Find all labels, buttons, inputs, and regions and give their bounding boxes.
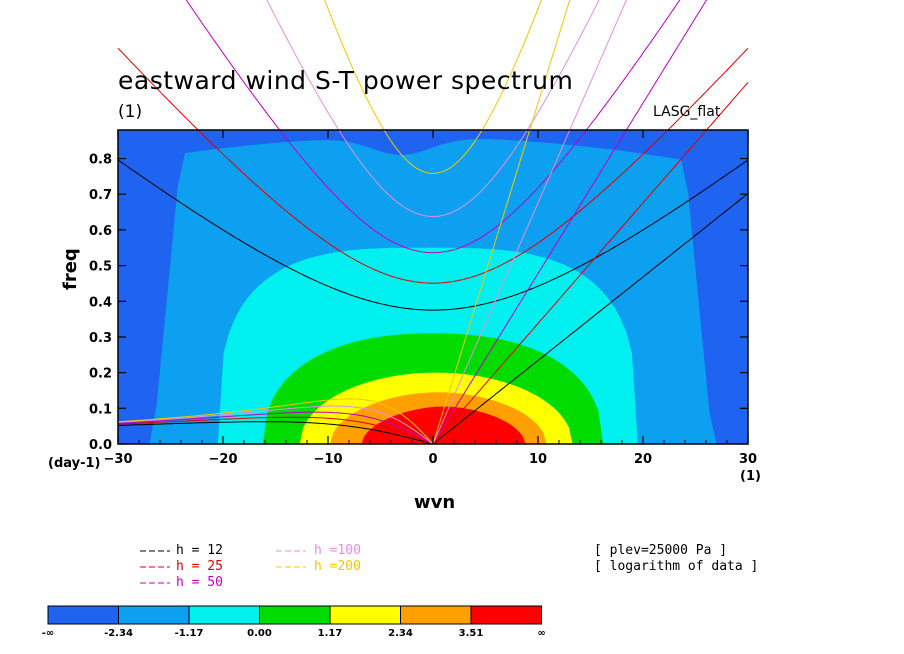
curve-rossby-h100 <box>117 405 434 444</box>
curve-rossby-h12 <box>118 421 434 444</box>
x-tick-label: 30 <box>739 452 757 467</box>
x-tick-label: −20 <box>209 452 238 467</box>
chart-subtitle: (1) <box>118 102 143 122</box>
colorbar-cell <box>329 605 401 625</box>
y-tick-label: 0.2 <box>89 367 112 382</box>
axis-ticks: −30 −20 −10 0 10 20 30 0.0 0.1 0.2 0.3 0.4 0.5 0.6 0.7… <box>89 130 757 467</box>
curve-ig-h200 <box>324 0 542 175</box>
x-tick-label: 10 <box>529 452 547 467</box>
y-tick-label: 0.5 <box>89 260 112 275</box>
power-field <box>118 130 748 444</box>
curve-kelvin-h100 <box>432 0 627 444</box>
x-tick-label: 20 <box>634 452 652 467</box>
curve-kelvin-h12 <box>432 193 749 444</box>
legend-h200: h =200 <box>314 559 361 574</box>
legend-lines <box>140 550 306 584</box>
dispersion-curves <box>117 0 749 444</box>
colorbar: -∞ -2.34 -1.17 0.00 1.17 2.34 3.51 ∞ <box>42 605 546 639</box>
colorbar-cell <box>259 605 331 625</box>
colorbar-label: 2.34 <box>388 628 413 639</box>
dataset-label: LASG_flat <box>653 104 721 120</box>
colorbar-cell <box>47 605 119 625</box>
legend-h12: h = 12 <box>176 543 223 558</box>
note-log: [ logarithm of data ] <box>594 559 759 574</box>
y-tick-label: 0.6 <box>89 224 112 239</box>
colorbar-cell <box>400 605 472 625</box>
curve-ig-h100 <box>266 0 600 218</box>
curve-ig-h12 <box>117 159 749 311</box>
y-tick-label: 0.7 <box>89 188 112 203</box>
colorbar-cell <box>470 605 542 625</box>
x-axis-label: wvn <box>414 492 456 513</box>
curve-rossby-h50 <box>117 411 434 444</box>
y-tick-label: 0.4 <box>89 295 112 310</box>
y-tick-label: 0.0 <box>89 438 112 453</box>
curve-kelvin-h200 <box>432 0 571 444</box>
colorbar-label: -1.17 <box>175 628 204 639</box>
legend-h50: h = 50 <box>176 575 223 590</box>
x-unit-left: (day-1) <box>48 456 101 471</box>
colorbar-label: ∞ <box>537 628 545 639</box>
curve-kelvin-h25 <box>432 82 749 444</box>
colorbar-label: -2.34 <box>104 628 133 639</box>
curve-ig-h25 <box>117 47 749 284</box>
curve-ig-h50 <box>185 0 681 254</box>
note-plev: [ plev=25000 Pa ] <box>594 543 728 558</box>
chart-title: eastward wind S-T power spectrum <box>118 66 574 95</box>
curve-rossby-h200 <box>117 398 434 444</box>
legend-h100: h =100 <box>314 543 361 558</box>
legend-h25: h = 25 <box>176 559 223 574</box>
curve-kelvin-h50 <box>432 0 708 444</box>
y-tick-label: 0.3 <box>89 331 112 346</box>
colorbar-cell <box>118 605 190 625</box>
x-tick-label: −10 <box>314 452 343 467</box>
field-band-6 <box>361 406 526 444</box>
x-unit-right: (1) <box>740 469 761 484</box>
colorbar-cell <box>188 605 260 625</box>
colorbar-label: 0.00 <box>247 628 272 639</box>
curve-rossby-h25 <box>117 416 434 444</box>
colorbar-label: 3.51 <box>459 628 484 639</box>
colorbar-label: -∞ <box>42 628 54 639</box>
x-tick-label: −30 <box>104 452 133 467</box>
y-tick-label: 0.8 <box>89 153 112 168</box>
y-axis-label: freq <box>60 248 81 290</box>
y-tick-label: 0.1 <box>89 402 112 417</box>
x-tick-label: 0 <box>428 452 437 467</box>
colorbar-label: 1.17 <box>318 628 343 639</box>
